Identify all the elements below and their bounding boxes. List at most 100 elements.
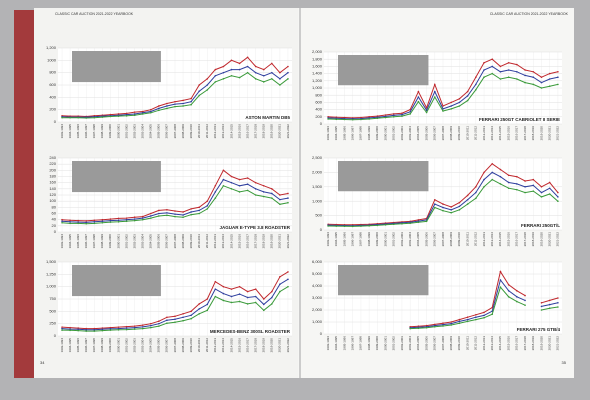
point — [433, 324, 436, 327]
point — [85, 117, 88, 119]
point — [174, 318, 176, 321]
point — [254, 181, 257, 184]
point — [450, 105, 453, 107]
point — [557, 196, 559, 198]
y-tick-label: 600 — [315, 99, 322, 104]
point — [540, 186, 543, 188]
point — [125, 217, 128, 219]
point — [214, 74, 217, 77]
point — [384, 116, 387, 119]
x-tick-label: 2012-2013 — [482, 336, 486, 351]
x-tick-label: 2018-2019 — [531, 232, 535, 247]
x-tick-label: 2005-2006 — [157, 338, 161, 353]
y-tick-label: 200 — [49, 107, 56, 112]
x-tick-label: 2004-2005 — [149, 124, 153, 139]
point — [548, 303, 551, 306]
point — [166, 102, 168, 105]
point — [93, 329, 96, 331]
point — [77, 221, 79, 223]
point — [133, 325, 136, 327]
point — [524, 304, 526, 307]
point — [222, 292, 225, 295]
point — [133, 216, 136, 218]
x-tick-label: 2011-2012 — [474, 232, 478, 246]
point — [182, 313, 184, 315]
x-tick-label: 2003-2004 — [408, 336, 412, 351]
point — [101, 327, 104, 329]
point — [222, 285, 225, 288]
point — [279, 276, 281, 278]
point — [125, 325, 128, 328]
point — [262, 184, 265, 187]
y-tick-label: 0 — [54, 119, 57, 124]
chart-title: JAGUAR E-TYPE 3.8 ROADSTER — [219, 225, 290, 230]
point — [516, 183, 518, 185]
point — [409, 222, 411, 225]
point — [417, 327, 420, 330]
point — [548, 72, 551, 75]
point — [540, 81, 543, 84]
point — [532, 83, 535, 86]
x-tick-label: 1994-1995 — [334, 126, 338, 141]
point — [524, 186, 526, 188]
x-tick-label: 2017-2018 — [523, 232, 527, 247]
point — [409, 110, 411, 113]
x-tick-label: 2017-2018 — [523, 336, 527, 351]
y-tick-label: 120 — [49, 192, 56, 197]
point — [109, 219, 112, 222]
point — [540, 196, 543, 198]
point — [109, 328, 112, 330]
point — [507, 69, 510, 71]
point — [149, 215, 152, 217]
point — [524, 81, 526, 84]
point — [466, 316, 469, 319]
point — [149, 322, 152, 325]
point — [483, 171, 485, 174]
x-tick-label: 2021-2022 — [286, 338, 290, 353]
book-spine-edge — [14, 10, 36, 378]
point — [77, 219, 79, 222]
point — [214, 81, 217, 83]
x-tick-label: 2014-2015 — [498, 232, 502, 247]
point — [417, 219, 420, 221]
x-tick-label: 2010-2011 — [197, 124, 201, 138]
point — [149, 326, 152, 329]
x-tick-label: 2020-2021 — [278, 234, 282, 249]
point — [384, 224, 387, 226]
x-tick-label: 2006-2007 — [165, 234, 169, 249]
point — [491, 171, 494, 174]
point — [190, 100, 192, 103]
x-tick-label: 2008-2009 — [449, 126, 453, 141]
point — [238, 62, 241, 65]
point — [158, 107, 160, 110]
point — [287, 197, 289, 199]
point — [384, 114, 387, 116]
y-tick-label: 500 — [315, 213, 322, 218]
point — [557, 297, 559, 299]
point — [507, 187, 510, 190]
point — [475, 316, 477, 319]
x-tick-label: 2000-2001 — [116, 234, 120, 249]
point — [246, 65, 249, 68]
point — [77, 222, 79, 225]
point — [222, 178, 225, 181]
x-tick-label: 2005-2006 — [424, 232, 428, 247]
x-tick-label: 2004-2005 — [149, 234, 153, 249]
y-tick-label: 400 — [49, 94, 56, 99]
point — [222, 184, 225, 187]
x-tick-label: 2018-2019 — [262, 124, 266, 139]
x-tick-label: 2021-2022 — [556, 336, 560, 351]
point — [409, 327, 411, 330]
x-tick-label: 1993-1994 — [326, 232, 330, 247]
point — [77, 327, 79, 329]
point — [343, 225, 346, 228]
point — [499, 183, 502, 185]
point — [279, 283, 281, 286]
point — [149, 324, 152, 327]
point — [133, 114, 136, 117]
point — [133, 219, 136, 222]
x-tick-label: 1998-1999 — [100, 234, 104, 249]
y-tick-label: 800 — [49, 70, 56, 75]
x-tick-label: 2015-2016 — [237, 124, 241, 139]
x-tick-label: 2005-2006 — [424, 126, 428, 141]
